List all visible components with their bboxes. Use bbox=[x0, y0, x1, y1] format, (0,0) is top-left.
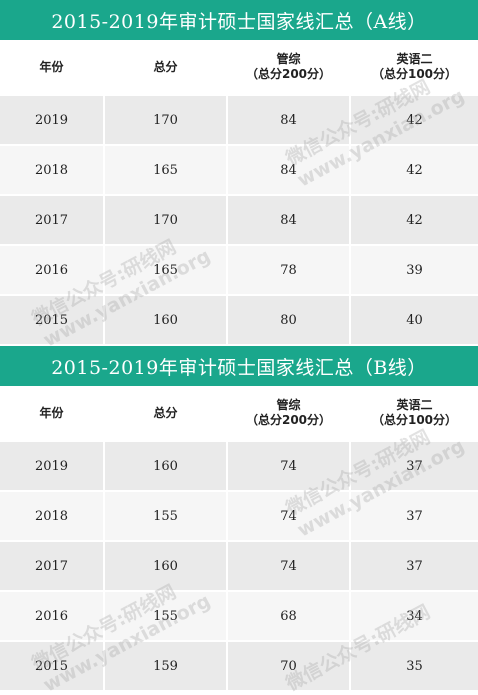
cell-year: 2018 bbox=[0, 144, 103, 194]
cell-year: 2016 bbox=[0, 590, 103, 640]
cell-management: 78 bbox=[226, 244, 349, 294]
cell-year: 2018 bbox=[0, 490, 103, 540]
table-b-header-row: 年份 总分 管综 （总分200分） 英语二 （总分100分） bbox=[0, 386, 478, 440]
cell-english: 42 bbox=[349, 94, 478, 144]
cell-total: 160 bbox=[103, 540, 226, 590]
header-year: 年份 bbox=[0, 386, 103, 440]
cell-management: 74 bbox=[226, 490, 349, 540]
cell-english: 35 bbox=[349, 640, 478, 690]
table-a-title: 2015-2019年审计硕士国家线汇总（A线） bbox=[0, 0, 478, 40]
table-b-title: 2015-2019年审计硕士国家线汇总（B线） bbox=[0, 346, 478, 386]
cell-year: 2015 bbox=[0, 640, 103, 690]
cell-year: 2019 bbox=[0, 94, 103, 144]
cell-management: 84 bbox=[226, 94, 349, 144]
table-a-section: 2015-2019年审计硕士国家线汇总（A线） 年份 总分 管综 （总分200分）… bbox=[0, 0, 478, 346]
table-row: 2019 170 84 42 bbox=[0, 94, 478, 144]
cell-total: 170 bbox=[103, 194, 226, 244]
cell-english: 42 bbox=[349, 194, 478, 244]
cell-total: 170 bbox=[103, 94, 226, 144]
cell-year: 2016 bbox=[0, 244, 103, 294]
table-row: 2017 160 74 37 bbox=[0, 540, 478, 590]
table-row: 2015 159 70 35 bbox=[0, 640, 478, 690]
cell-english: 37 bbox=[349, 440, 478, 490]
cell-management: 84 bbox=[226, 194, 349, 244]
cell-management: 80 bbox=[226, 294, 349, 344]
header-english: 英语二 （总分100分） bbox=[349, 40, 478, 94]
header-total: 总分 bbox=[103, 386, 226, 440]
table-row: 2017 170 84 42 bbox=[0, 194, 478, 244]
cell-year: 2017 bbox=[0, 540, 103, 590]
header-management: 管综 （总分200分） bbox=[226, 386, 349, 440]
table-a: 年份 总分 管综 （总分200分） 英语二 （总分100分） 2019 170 84… bbox=[0, 40, 478, 344]
cell-total: 165 bbox=[103, 244, 226, 294]
table-b: 年份 总分 管综 （总分200分） 英语二 （总分100分） 2019 160 74… bbox=[0, 386, 478, 690]
cell-english: 37 bbox=[349, 490, 478, 540]
cell-management: 74 bbox=[226, 440, 349, 490]
table-row: 2016 155 68 34 bbox=[0, 590, 478, 640]
cell-english: 42 bbox=[349, 144, 478, 194]
cell-management: 70 bbox=[226, 640, 349, 690]
cell-management: 68 bbox=[226, 590, 349, 640]
cell-year: 2019 bbox=[0, 440, 103, 490]
table-row: 2018 155 74 37 bbox=[0, 490, 478, 540]
cell-english: 39 bbox=[349, 244, 478, 294]
table-b-section: 2015-2019年审计硕士国家线汇总（B线） 年份 总分 管综 （总分200分）… bbox=[0, 346, 478, 695]
cell-year: 2017 bbox=[0, 194, 103, 244]
table-row: 2016 165 78 39 bbox=[0, 244, 478, 294]
header-year: 年份 bbox=[0, 40, 103, 94]
cell-total: 160 bbox=[103, 294, 226, 344]
table-row: 2018 165 84 42 bbox=[0, 144, 478, 194]
cell-total: 155 bbox=[103, 590, 226, 640]
header-total: 总分 bbox=[103, 40, 226, 94]
header-management: 管综 （总分200分） bbox=[226, 40, 349, 94]
table-row: 2019 160 74 37 bbox=[0, 440, 478, 490]
cell-english: 34 bbox=[349, 590, 478, 640]
cell-english: 37 bbox=[349, 540, 478, 590]
cell-total: 159 bbox=[103, 640, 226, 690]
cell-total: 155 bbox=[103, 490, 226, 540]
cell-total: 165 bbox=[103, 144, 226, 194]
cell-management: 74 bbox=[226, 540, 349, 590]
cell-english: 40 bbox=[349, 294, 478, 344]
cell-management: 84 bbox=[226, 144, 349, 194]
cell-total: 160 bbox=[103, 440, 226, 490]
table-row: 2015 160 80 40 bbox=[0, 294, 478, 344]
header-english: 英语二 （总分100分） bbox=[349, 386, 478, 440]
cell-year: 2015 bbox=[0, 294, 103, 344]
table-a-header-row: 年份 总分 管综 （总分200分） 英语二 （总分100分） bbox=[0, 40, 478, 94]
